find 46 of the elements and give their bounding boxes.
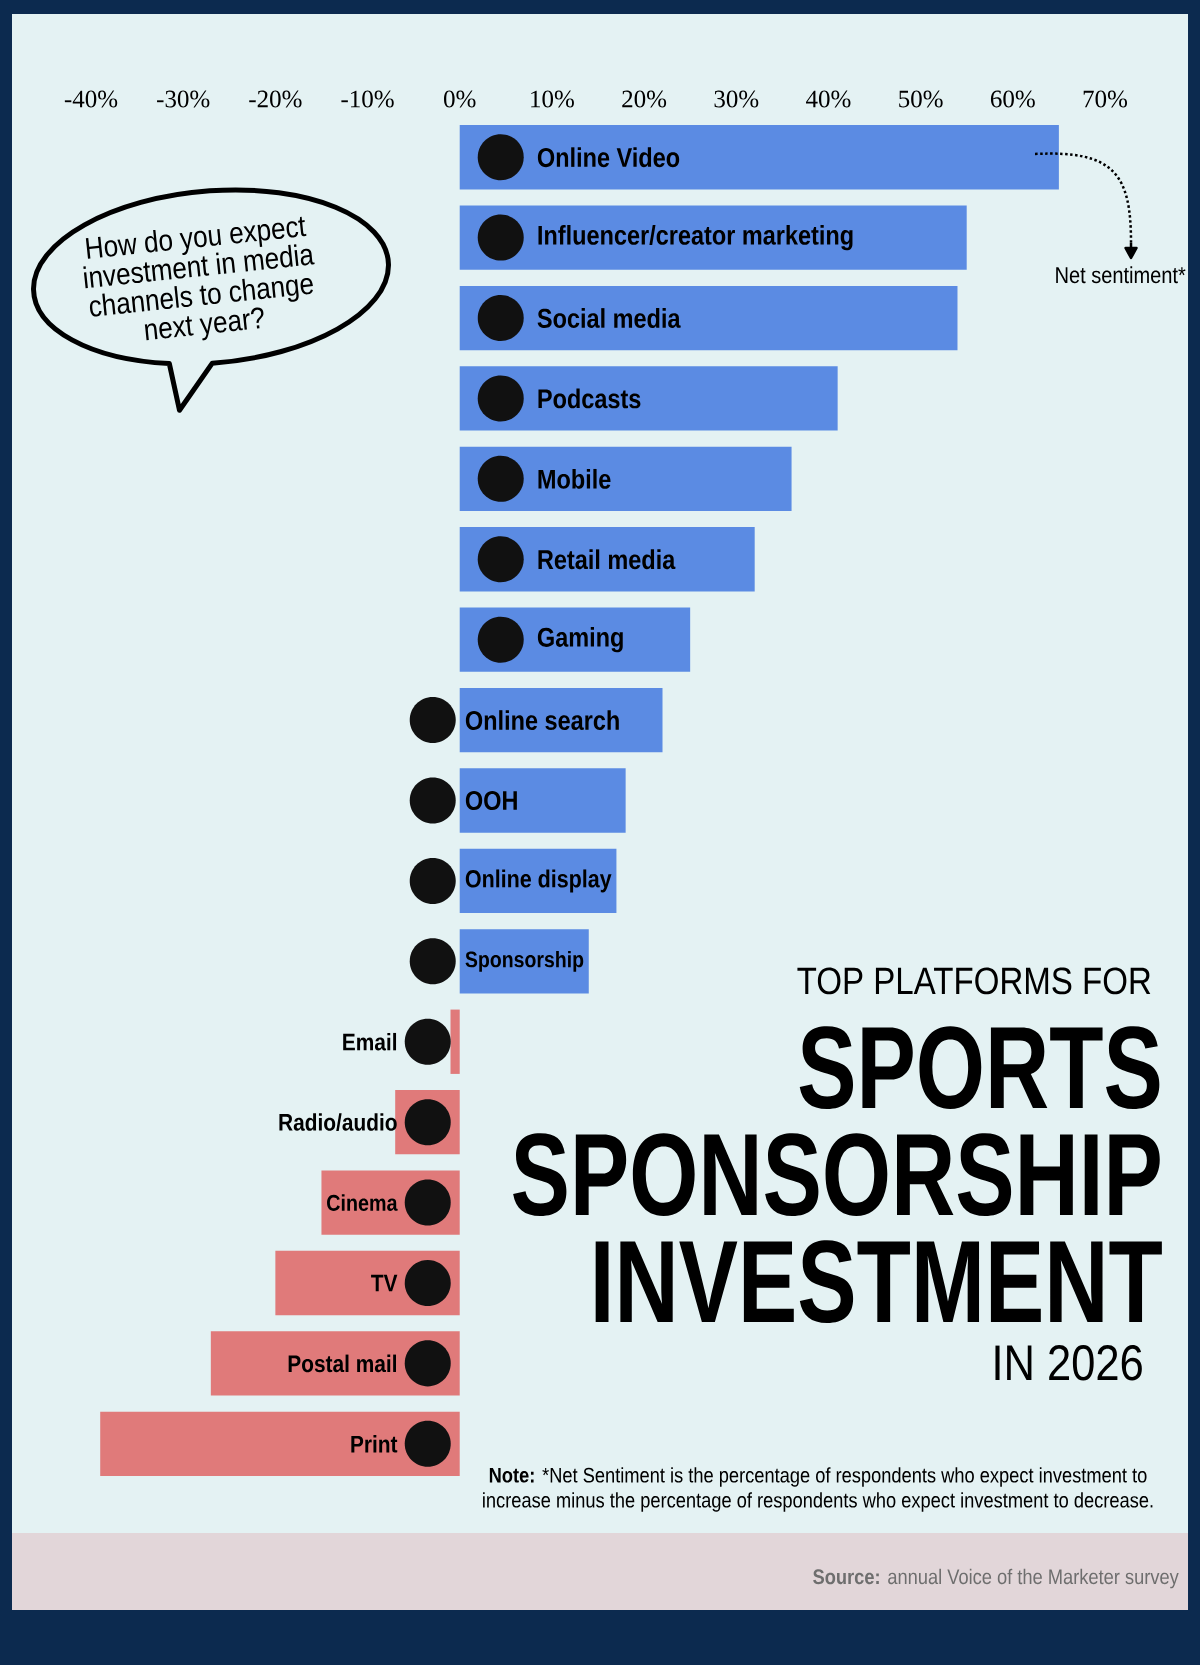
- bar: [459, 285, 958, 351]
- x-tick-label: -40%: [64, 90, 118, 108]
- x-tick-label: 10%: [531, 90, 574, 108]
- y-tick-label: Gaming: [537, 627, 623, 653]
- y-tick-label: Retail media: [538, 549, 676, 570]
- annotation: Note: *Net Sentiment is the percentage of respondents who expect investment to increase minus the percentage of respondents who expect investment to decrease.: [483, 1467, 1153, 1512]
- y-tick-label: Mobile: [538, 468, 611, 489]
- x-tick-label: -20%: [249, 90, 302, 108]
- y-tick-label: Cinema: [327, 1194, 398, 1211]
- bar: [459, 366, 838, 431]
- y-tick-label: Online Video: [537, 147, 680, 168]
- y-tick-label: Online search: [465, 710, 619, 731]
- x-tick-label: 0%: [444, 90, 476, 108]
- annotation: How do you expect investment in media channels to change next year?: [83, 216, 315, 341]
- annotation: Net sentiment*: [1056, 266, 1186, 284]
- y-tick-label: Influencer/creator marketing: [538, 224, 853, 251]
- x-tick-label: 50%: [899, 90, 943, 108]
- annotation: IN 2026: [995, 1345, 1142, 1381]
- y-tick-label: OOH: [465, 790, 517, 811]
- text: Source: annual Voice of the Marketer survey: [813, 1568, 1179, 1589]
- x-tick-label: 70%: [1083, 90, 1128, 108]
- text: SPORTS SPONSORSHIP INVESTMENT: [513, 1026, 1162, 1324]
- y-tick-label: Sponsorship: [465, 950, 584, 972]
- x-tick-label: 30%: [714, 90, 759, 108]
- bar: [459, 125, 1059, 190]
- bar: [450, 1009, 460, 1074]
- annotation: TOP PLATFORMS FOR: [797, 967, 1151, 995]
- y-tick-label: TV: [371, 1274, 398, 1292]
- y-tick-label: Podcasts: [538, 388, 641, 409]
- bar: [459, 929, 589, 994]
- x-tick-label: -30%: [157, 90, 210, 108]
- bar: [459, 687, 663, 753]
- bar: [459, 205, 967, 270]
- bar: [459, 768, 626, 833]
- x-tick-label: 40%: [806, 90, 851, 108]
- y-tick-label: Online display: [465, 869, 612, 893]
- y-tick-label: Email: [343, 1032, 397, 1051]
- y-tick-label: Postal mail: [288, 1354, 397, 1373]
- y-tick-label: Print: [351, 1435, 398, 1453]
- y-tick-label: Social media: [537, 308, 681, 328]
- x-tick-label: 60%: [990, 90, 1035, 108]
- x-tick-label: 20%: [622, 90, 667, 108]
- x-tick-label: -10%: [341, 90, 394, 108]
- y-tick-label: Radio/audio: [279, 1113, 397, 1132]
- bar: [459, 446, 792, 512]
- bar: [100, 1411, 460, 1476]
